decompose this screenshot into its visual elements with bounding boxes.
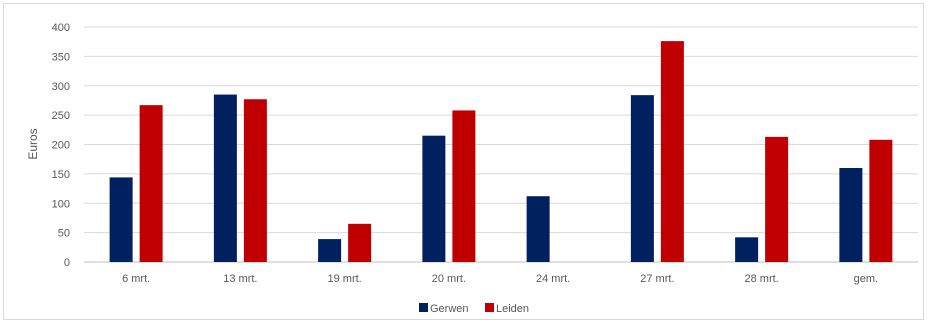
legend-swatch-leiden bbox=[485, 303, 494, 312]
x-tick-label: 6 mrt. bbox=[122, 273, 150, 285]
bar-gerwen-1 bbox=[213, 94, 237, 262]
x-tick-label: gem. bbox=[854, 273, 878, 285]
y-axis-label: Euros bbox=[26, 128, 40, 159]
bar-leiden-7 bbox=[869, 139, 893, 262]
legend-swatch-gerwen bbox=[419, 303, 428, 312]
y-tick-label: 250 bbox=[52, 110, 70, 122]
y-tick-label: 200 bbox=[52, 140, 70, 152]
bar-gerwen-6 bbox=[735, 237, 759, 262]
axis-ticks: 0 50 100 150 200 250 300 350 400 6 mrt. 13 mrt. 19 … bbox=[52, 22, 878, 285]
legend-label-gerwen: Gerwen bbox=[430, 303, 469, 315]
y-tick-label: 300 bbox=[52, 81, 70, 93]
bar-gerwen-7 bbox=[839, 168, 863, 262]
bar-leiden-3 bbox=[452, 110, 476, 262]
bar-gerwen-2 bbox=[318, 239, 342, 262]
bar-leiden-2 bbox=[348, 223, 372, 262]
legend-label-leiden: Leiden bbox=[496, 303, 529, 315]
x-tick-label: 24 mrt. bbox=[536, 273, 570, 285]
bar-leiden-5 bbox=[660, 41, 684, 262]
bar-leiden-6 bbox=[765, 136, 789, 262]
x-tick-label: 13 mrt. bbox=[223, 273, 257, 285]
y-tick-label: 150 bbox=[52, 169, 70, 181]
y-tick-label: 50 bbox=[58, 228, 70, 240]
bar-leiden-1 bbox=[243, 99, 267, 262]
x-tick-label: 27 mrt. bbox=[640, 273, 674, 285]
x-tick-label: 19 mrt. bbox=[328, 273, 362, 285]
gridlines bbox=[84, 26, 918, 263]
bar-gerwen-5 bbox=[630, 95, 654, 263]
y-tick-label: 400 bbox=[52, 22, 70, 34]
bar-leiden-0 bbox=[139, 105, 163, 262]
y-tick-label: 100 bbox=[52, 198, 70, 210]
chart-frame: Euros 0 50 100 150 200 250 300 350 400 6 mrt. 13 m… bbox=[3, 3, 924, 320]
x-tick-label: 20 mrt. bbox=[432, 273, 466, 285]
bars bbox=[109, 41, 893, 263]
y-tick-label: 0 bbox=[64, 257, 70, 269]
bar-gerwen-0 bbox=[109, 177, 133, 262]
bar-gerwen-3 bbox=[422, 135, 446, 262]
y-tick-label: 350 bbox=[52, 51, 70, 63]
legend: Gerwen Leiden bbox=[419, 303, 529, 315]
bar-chart: Euros 0 50 100 150 200 250 300 350 400 6 mrt. 13 m… bbox=[26, 22, 918, 315]
bar-gerwen-4 bbox=[526, 196, 550, 262]
x-tick-label: 28 mrt. bbox=[745, 273, 779, 285]
